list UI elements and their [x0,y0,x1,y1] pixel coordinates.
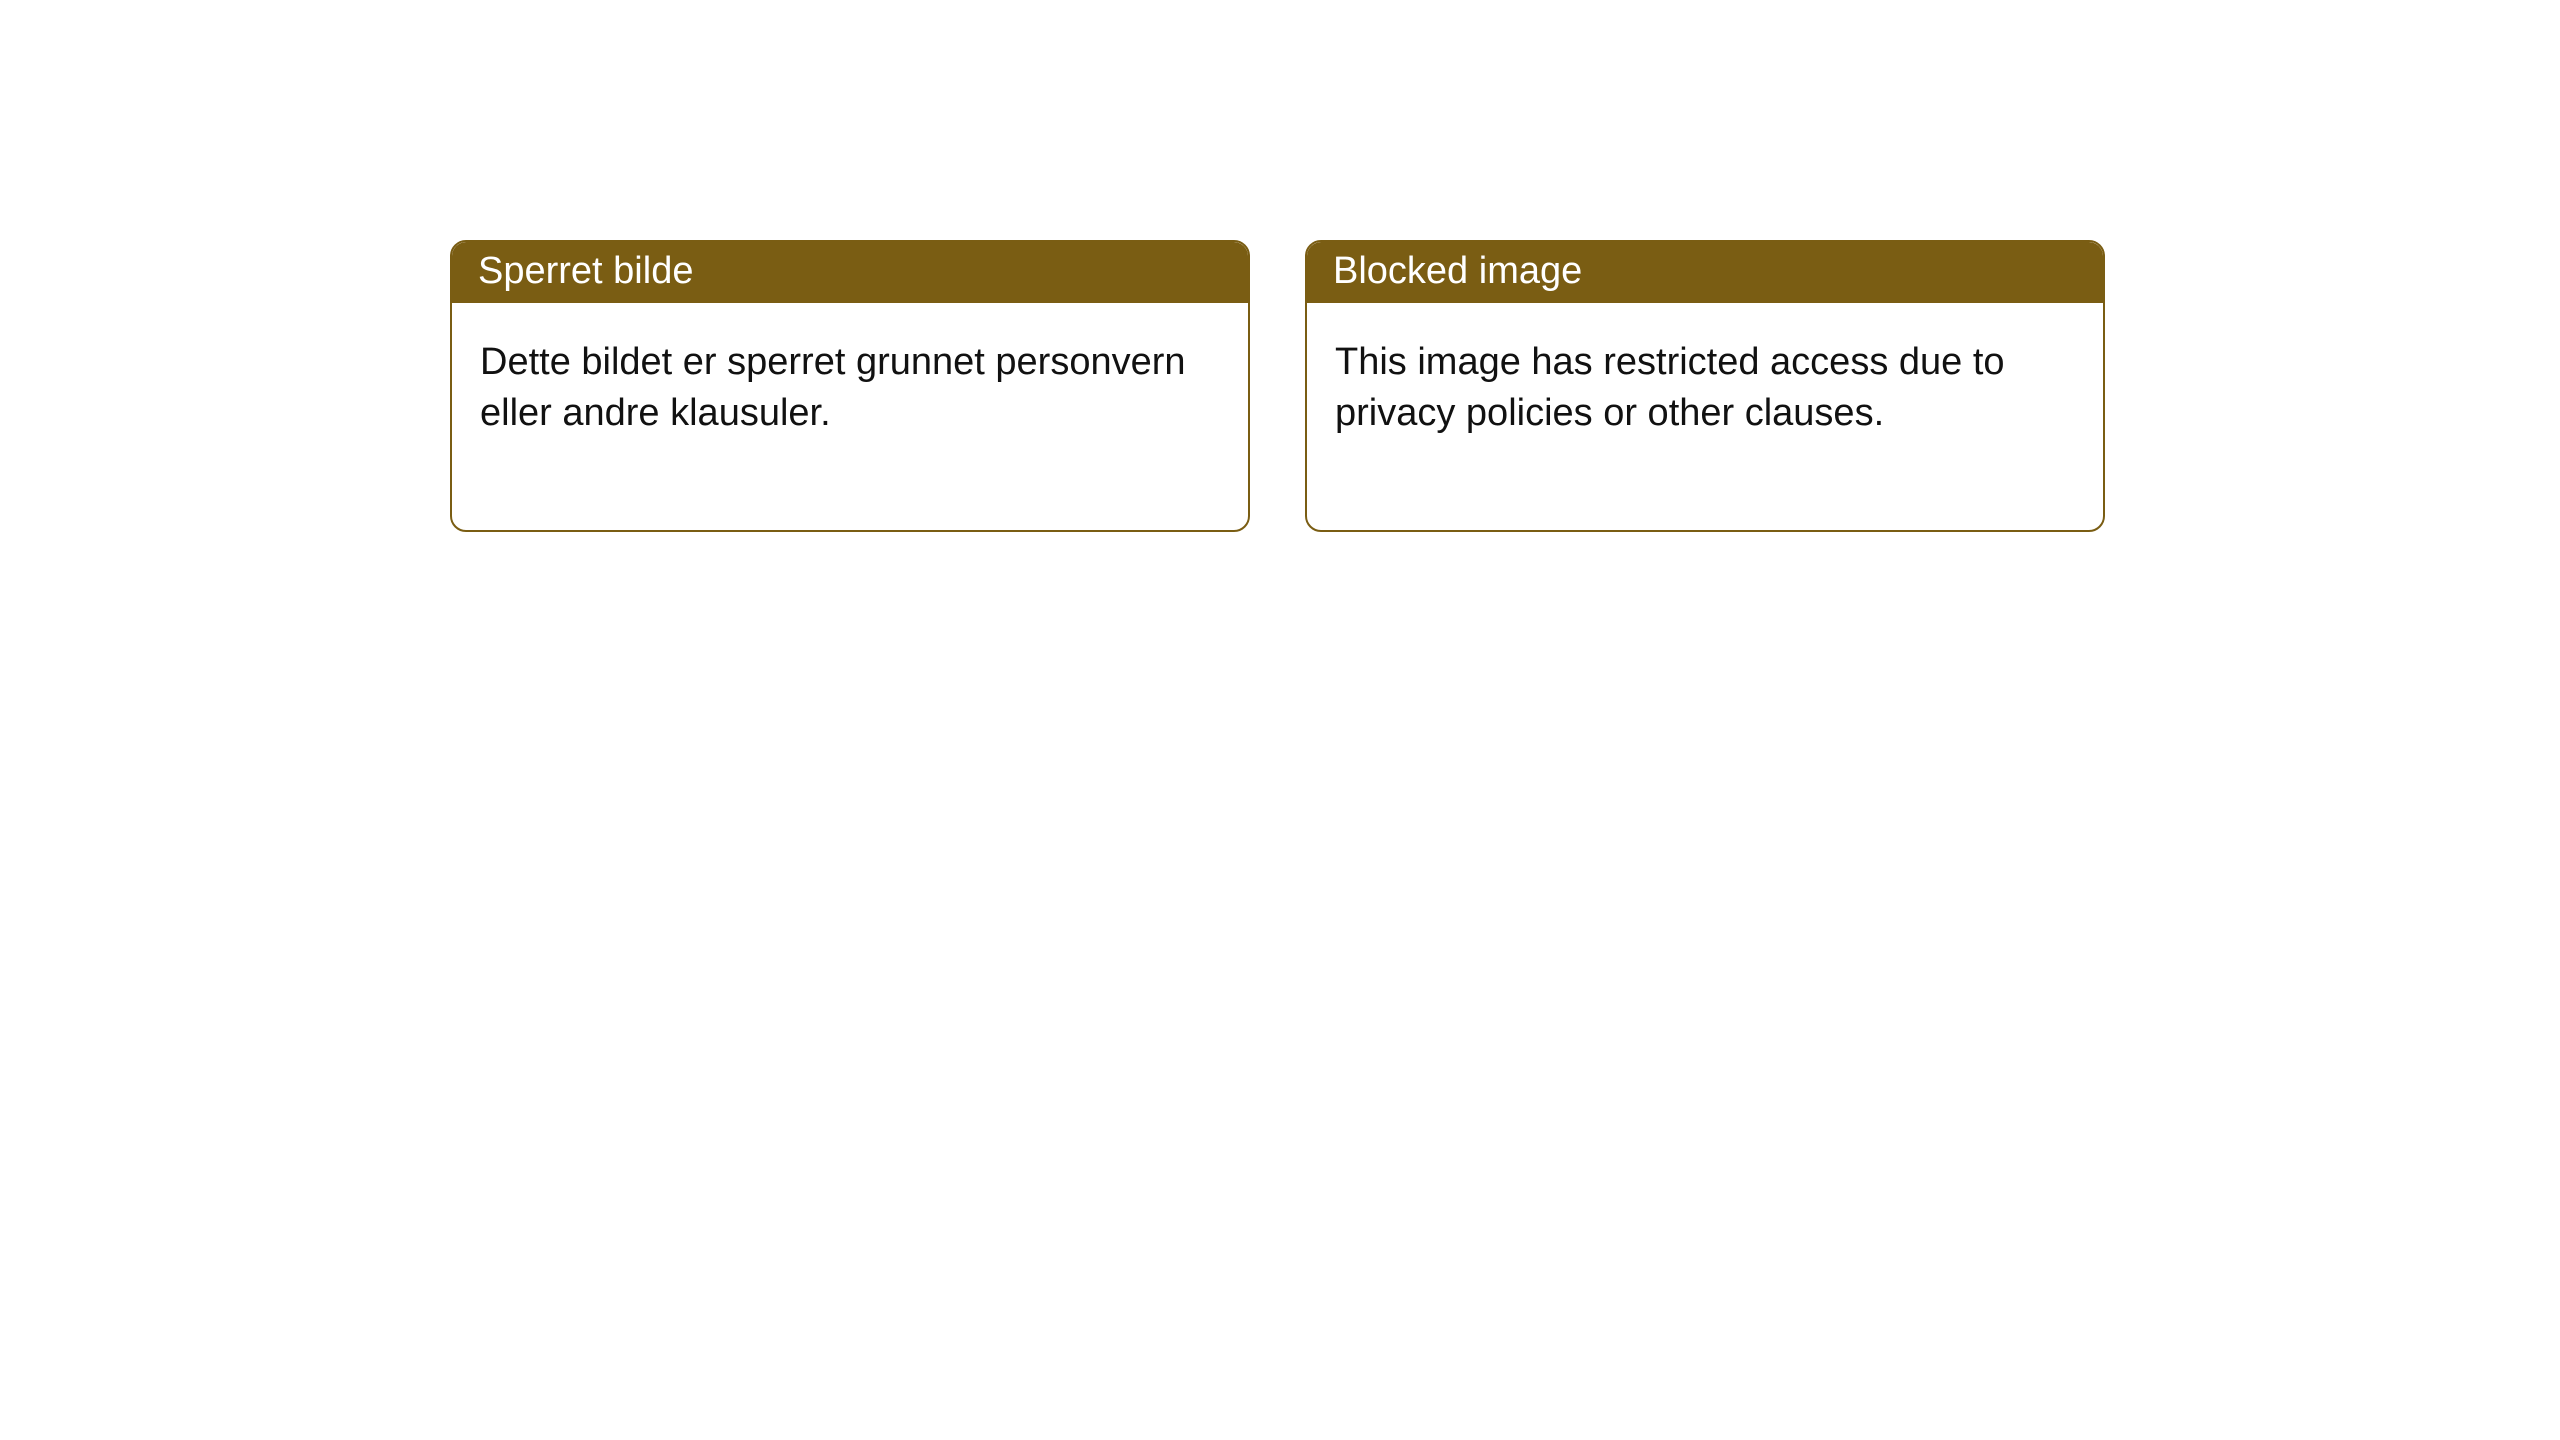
notice-card-header: Sperret bilde [452,242,1248,303]
notice-container: Sperret bilde Dette bildet er sperret gr… [0,0,2560,532]
notice-card-header: Blocked image [1307,242,2103,303]
notice-card-english: Blocked image This image has restricted … [1305,240,2105,532]
notice-card-body: Dette bildet er sperret grunnet personve… [452,303,1248,530]
notice-card-norwegian: Sperret bilde Dette bildet er sperret gr… [450,240,1250,532]
notice-card-body: This image has restricted access due to … [1307,303,2103,530]
